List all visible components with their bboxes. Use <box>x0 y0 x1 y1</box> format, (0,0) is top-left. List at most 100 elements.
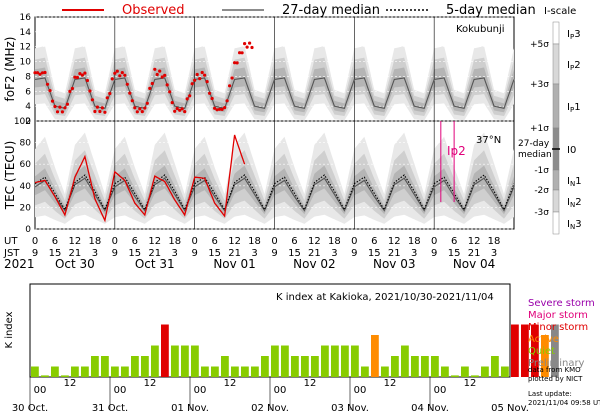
kindex-bar <box>231 366 239 377</box>
day-label: Oct 31 <box>135 257 175 271</box>
kindex-bar <box>71 366 79 377</box>
kindex-date-label: 03 Nov. <box>331 403 369 414</box>
ut-tick-label: 12 <box>228 236 241 247</box>
fof2-observed-point <box>193 78 197 82</box>
kindex-hour-label: 12 <box>464 378 477 389</box>
fof2-observed-point <box>98 109 102 114</box>
fof2-observed-point <box>80 73 84 77</box>
fof2-observed-point <box>133 106 137 110</box>
fof2-ytick-label: 2 <box>25 117 31 127</box>
kindex-hour-label: 12 <box>304 378 317 389</box>
ut-tick-label: 6 <box>211 236 217 247</box>
iscale-sigma-label: +1σ <box>530 124 549 134</box>
kindex-bar <box>91 356 99 377</box>
iscale-median-label-2: median <box>518 150 552 160</box>
kindex-bar <box>141 356 149 377</box>
kindex-bars <box>31 324 559 377</box>
kindex-bar <box>301 356 309 377</box>
fof2-ytick-label: 6 <box>25 87 31 97</box>
jst-tick-label: 9 <box>32 248 38 259</box>
ut-tick-label: 12 <box>148 236 161 247</box>
kindex-bar <box>441 366 449 377</box>
kindex-bar <box>521 324 529 377</box>
kindex-bar <box>81 366 89 377</box>
fof2-observed-point <box>238 51 242 55</box>
iscale-sigma-label: +5σ <box>530 40 549 50</box>
kindex-date-label: 31 Oct. <box>92 403 128 414</box>
fof2-observed-point <box>65 102 69 106</box>
day-label: Nov 04 <box>453 257 496 271</box>
ut-tick-label: 6 <box>371 236 377 247</box>
jst-tick-label: 21 <box>468 248 481 259</box>
iscale-bar-n2 <box>552 189 560 213</box>
fof2-observed-point <box>128 91 132 95</box>
kindex-bar <box>531 324 539 377</box>
iscale-bar-p1 <box>552 83 560 129</box>
fof2-observed-point <box>103 110 107 114</box>
kindex-axis: 00 12 30 Oct. 00 12 31 Oct. 00 12 01 Nov. 00 12 02 … <box>12 377 529 414</box>
fof2-observed-point <box>110 77 114 81</box>
tec-ytick-label: 100 <box>14 117 31 127</box>
fof2-observed-point <box>175 106 179 111</box>
kindex-hour-label: 00 <box>434 385 447 396</box>
ut-tick-label: 0 <box>271 236 277 247</box>
fof2-observed-point <box>203 73 207 77</box>
fof2-observed-point <box>228 84 232 88</box>
fof2-observed-point <box>33 71 37 75</box>
kindex-update-label: Last update: <box>528 390 572 398</box>
kindex-hour-label: 00 <box>354 385 367 396</box>
ut-tick-label: 6 <box>52 236 58 247</box>
kindex-date-label: 04 Nov. <box>411 403 449 414</box>
fof2-observed-point <box>40 71 45 75</box>
kindex-bar <box>241 366 249 377</box>
kindex-bar <box>321 345 329 377</box>
iscale-sigma-label: -1σ <box>534 166 549 176</box>
fof2-observed-point <box>240 51 244 55</box>
fof2-observed-point <box>75 75 79 80</box>
fof2-observed-point <box>73 75 77 79</box>
kindex-bar <box>511 324 519 377</box>
day-label: Oct 30 <box>55 257 95 271</box>
jst-tick-label: 15 <box>288 248 301 259</box>
jst-tick-label: 9 <box>351 248 357 259</box>
fof2-observed-point <box>198 77 202 81</box>
ut-tick-label: 12 <box>308 236 321 247</box>
kindex-bar <box>131 356 139 377</box>
jst-tick-label: 9 <box>271 248 277 259</box>
tec-ytick-label: 20 <box>20 203 32 213</box>
iscale-bar-n1 <box>552 169 560 191</box>
fof2-observed-point <box>230 76 234 80</box>
jst-tick-label: 3 <box>92 248 98 259</box>
kindex-bar <box>341 345 349 377</box>
fof2-ytick-label: 4 <box>25 102 31 112</box>
kindex-bar <box>221 356 229 377</box>
fof2-median27-line <box>34 77 515 110</box>
kindex-bar <box>431 356 439 377</box>
ut-tick-label: 0 <box>351 236 357 247</box>
fof2-observed-point <box>95 105 99 109</box>
fof2-observed-point <box>205 80 209 84</box>
kindex-date-label: 30 Oct. <box>12 403 48 414</box>
fof2-ytick-label: 16 <box>20 13 32 23</box>
fof2-observed-point <box>78 72 82 76</box>
kindex-legend-item: Quiet <box>528 346 555 357</box>
kindex-date-label: 02 Nov. <box>251 403 289 414</box>
kindex-bar <box>311 356 319 377</box>
fof2-grid <box>35 16 514 122</box>
iscale-sigma-label: -3σ <box>534 208 549 218</box>
legend-median5-label: 5-day median <box>446 3 536 18</box>
ut-tick-label: 18 <box>488 236 501 247</box>
fof2-observed-point <box>220 107 224 111</box>
kindex-bar <box>351 345 359 377</box>
kindex-hour-label: 00 <box>274 385 287 396</box>
kindex-legend-item: Major storm <box>528 310 588 321</box>
jst-tick-label: 21 <box>148 248 161 259</box>
top-legend: Observed 27-day median 5-day median <box>62 3 536 18</box>
fof2-observed-point <box>150 81 154 86</box>
fof2-observed-point <box>165 83 169 87</box>
iscale-sigma-label: +3σ <box>530 80 549 90</box>
iscale-level-label: IP3 <box>567 29 581 41</box>
kindex-bar <box>111 366 119 377</box>
fof2-observed-point <box>243 42 247 46</box>
